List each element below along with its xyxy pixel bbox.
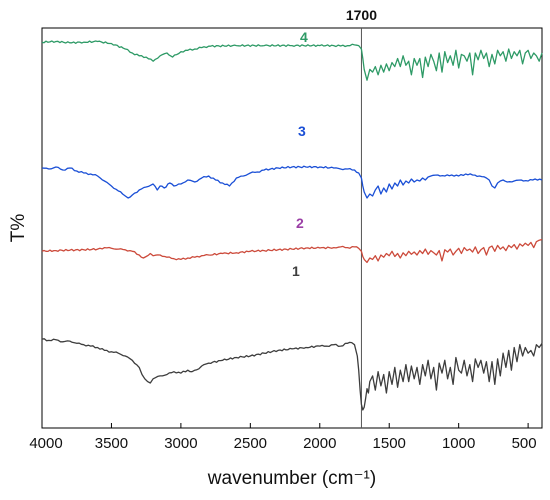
series-label-4: 4 (300, 29, 308, 45)
spectrum-line-3 (41, 165, 543, 199)
x-tick-label: 500 (512, 435, 537, 452)
x-axis-ticks: 4000 3500 3000 2500 2000 1500 1000 500 (29, 423, 537, 452)
x-tick-label: 1500 (373, 435, 406, 452)
x-tick-label: 4000 (29, 435, 62, 452)
plot-frame (41, 27, 543, 429)
x-tick-label: 3500 (95, 435, 128, 452)
spectrum-line-4 (41, 40, 543, 81)
x-tick-label: 2500 (234, 435, 267, 452)
series-label-3: 3 (298, 123, 306, 139)
x-axis-title: wavenumber (cm⁻¹) (207, 468, 376, 489)
x-tick-label: 1000 (442, 435, 475, 452)
series-label-layer: 4 3 2 1 (292, 29, 308, 279)
reference-line-label: 1700 (346, 7, 377, 23)
series-layer (41, 40, 543, 411)
x-tick-label: 2000 (303, 435, 336, 452)
spectrum-line-2 (41, 238, 543, 264)
y-axis-title: T% (8, 214, 29, 243)
series-label-1: 1 (292, 263, 300, 279)
spectrum-line-1 (41, 338, 543, 411)
x-tick-label: 3000 (164, 435, 197, 452)
series-label-2: 2 (296, 215, 304, 231)
